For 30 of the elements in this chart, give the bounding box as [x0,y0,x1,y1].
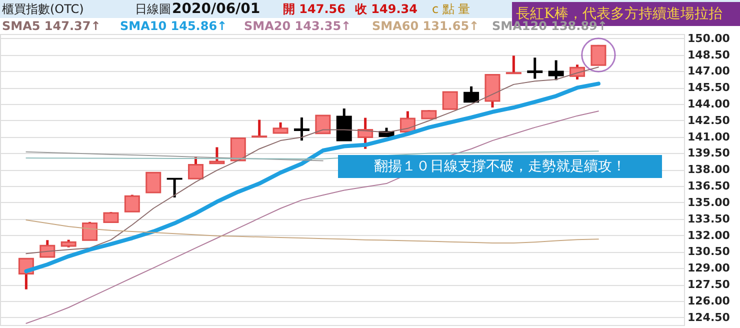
y-tick-label: 129.00 [688,262,730,275]
chart-title: 櫃買指數(OTC) [2,2,84,16]
y-tick-label: 147.00 [688,64,730,78]
y-tick-label: 138.00 [688,163,730,176]
y-tick-label: 136.50 [688,180,730,193]
text: 收 149.34 [355,2,418,16]
y-tick-label: 141.00 [688,130,730,144]
y-tick-label: 148.50 [688,48,730,62]
text: SMA20 143.35↑ [244,19,352,33]
text: 長紅K棒，代表多方持續進場拉抬 [516,6,722,22]
text: SMA10 145.86↑ [120,19,228,33]
y-tick-label: 145.50 [688,81,730,94]
y-tick-label: 130.50 [688,245,730,258]
y-tick-label: 124.50 [688,310,730,324]
y-tick-label: 144.00 [688,98,730,111]
text: 日線圖 [135,2,171,16]
annotation: 翻揚１０日線支撐不破，走勢就是續攻！ [374,158,626,174]
text: c 點 量 [432,2,470,16]
y-tick-label: 126.00 [688,294,730,308]
text: SMA60 131.65↑ [372,19,480,33]
text: SMA5 147.37↑ [2,19,101,33]
y-tick-label: 135.00 [688,196,730,209]
y-tick-label: 150.00 [688,32,730,45]
y-tick-label: 133.50 [688,212,730,226]
text: 2020/06/01 [172,1,260,17]
text: 開 147.56 [283,2,346,16]
y-tick-label: 139.50 [688,146,730,160]
y-tick-label: 132.00 [688,228,730,242]
y-tick-label: 127.50 [688,278,730,292]
y-tick-label: 142.50 [688,114,730,127]
